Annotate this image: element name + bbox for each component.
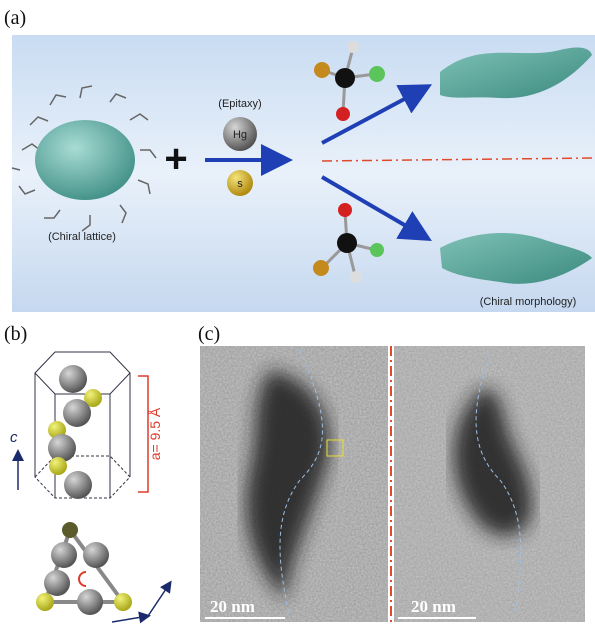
- tem-left: 20 nm: [200, 346, 388, 622]
- scale-bar-label: 20 nm: [411, 597, 456, 616]
- chiral-morphology-label: (Chiral morphology): [480, 296, 577, 308]
- top-view: [36, 522, 132, 615]
- plus-sign: +: [164, 137, 187, 181]
- chiral-lattice-label: (Chiral lattice): [48, 231, 116, 243]
- panel-label: (b): [4, 323, 27, 345]
- s-label: s: [237, 178, 243, 190]
- panel-label: (c): [198, 323, 220, 345]
- panel-label: (a): [4, 7, 26, 29]
- scale-bar-label: 20 nm: [210, 597, 255, 616]
- lattice-constant: a= 9.5 Å: [147, 407, 163, 460]
- tem-right: 20 nm: [394, 346, 585, 622]
- hg-label: Hg: [233, 129, 247, 141]
- helix-atoms: [48, 365, 102, 499]
- nanoparticle: [35, 120, 135, 200]
- epitaxy-label: (Epitaxy): [218, 98, 261, 110]
- figure: (a) + (Epitaxy) Hg s (Chiral lattice) (C…: [0, 0, 595, 627]
- c-axis-label: c: [10, 429, 18, 446]
